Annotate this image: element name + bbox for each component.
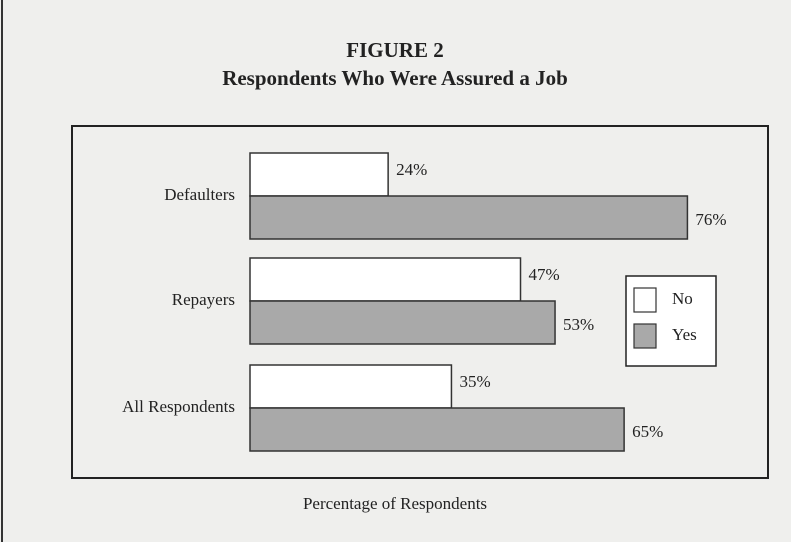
bar: [249, 300, 556, 345]
value-label: 76%: [695, 210, 726, 229]
category-label: Defaulters: [164, 185, 235, 204]
value-label: 65%: [632, 422, 663, 441]
category-label: All Respondents: [122, 397, 235, 416]
bar: [249, 407, 625, 452]
value-label: 35%: [459, 372, 490, 391]
bar: [249, 195, 689, 240]
chart-title: Respondents Who Were Assured a Job: [222, 66, 568, 90]
x-axis-label: Percentage of Respondents: [303, 494, 487, 513]
legend-label: No: [672, 289, 693, 308]
bar: [249, 364, 453, 409]
legend-label: Yes: [672, 325, 697, 344]
figure-label: FIGURE 2: [346, 38, 443, 62]
value-label: 47%: [529, 265, 560, 284]
legend-swatch: [633, 287, 657, 313]
bar: [249, 257, 522, 302]
value-label: 53%: [563, 315, 594, 334]
plot-frame: [71, 125, 769, 479]
value-label: 24%: [396, 160, 427, 179]
category-label: Repayers: [172, 290, 235, 309]
legend-swatch: [633, 323, 657, 349]
bar: [249, 152, 389, 197]
